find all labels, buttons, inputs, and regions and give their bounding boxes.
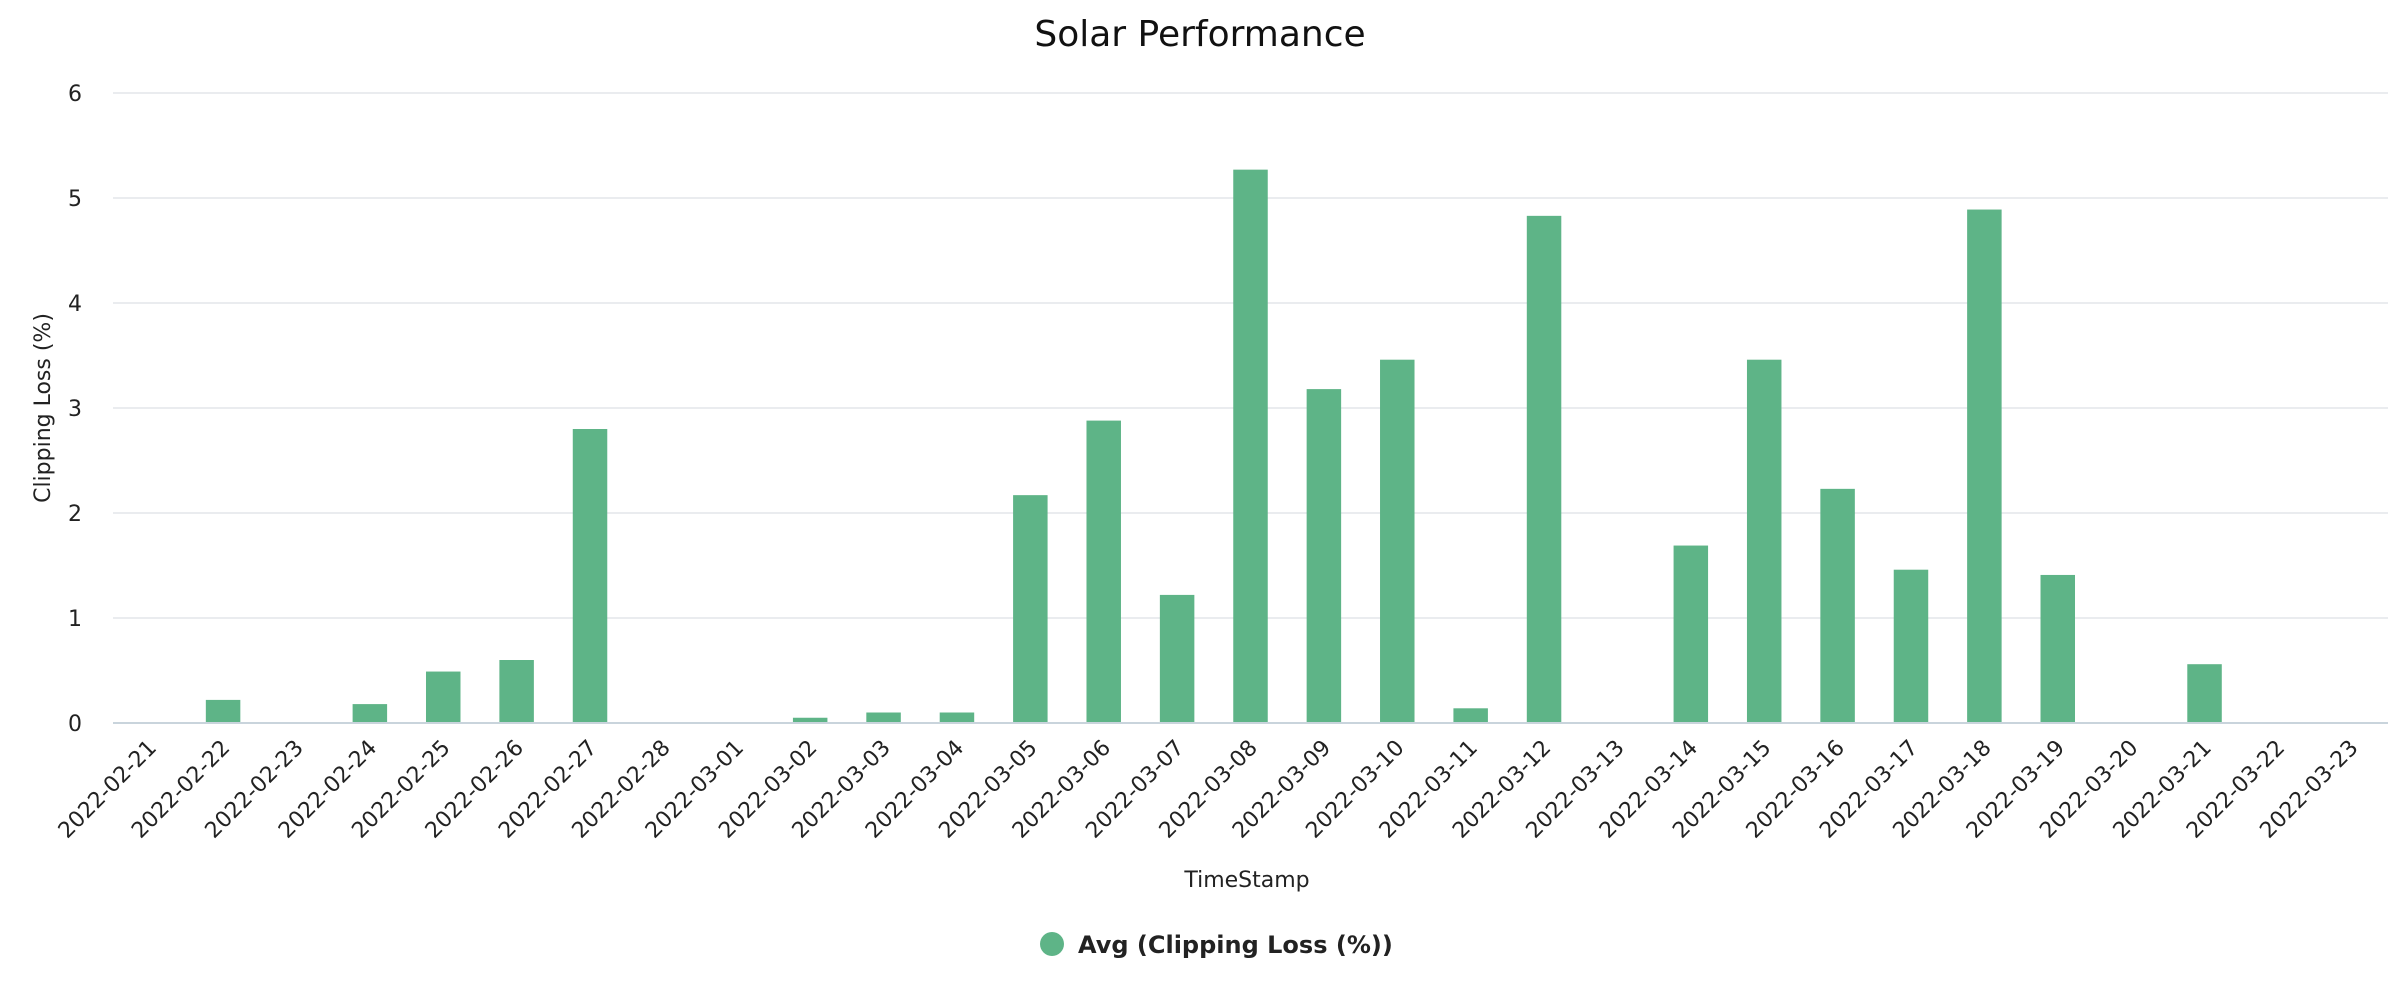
bar-2022-03-02[interactable] — [792, 717, 828, 723]
y-tick-label: 0 — [68, 712, 82, 737]
bar-2022-02-27[interactable] — [572, 429, 608, 723]
bar-2022-03-16[interactable] — [1820, 488, 1855, 723]
bar-2022-02-22[interactable] — [205, 699, 241, 723]
x-axis-label: TimeStamp — [1183, 868, 1309, 893]
bar-2022-03-11[interactable] — [1453, 708, 1488, 723]
bar-2022-03-05[interactable] — [1013, 495, 1048, 723]
bar-2022-03-14[interactable] — [1673, 545, 1709, 723]
bar-2022-03-09[interactable] — [1306, 389, 1342, 723]
bar-2022-03-10[interactable] — [1380, 359, 1415, 723]
y-tick-label: 4 — [68, 292, 82, 317]
y-tick-label: 6 — [68, 82, 82, 107]
bar-2022-03-18[interactable] — [1967, 209, 2002, 724]
bar-2022-03-21[interactable] — [2187, 664, 2222, 723]
y-tick-label: 3 — [68, 397, 82, 422]
bar-2022-02-25[interactable] — [425, 671, 461, 723]
bar-2022-03-03[interactable] — [866, 712, 901, 724]
chart-title: Solar Performance — [1034, 14, 1365, 55]
y-tick-label: 1 — [68, 607, 82, 632]
bar-2022-03-04[interactable] — [939, 712, 975, 724]
bar-2022-03-19[interactable] — [2040, 574, 2076, 723]
legend-marker — [1040, 932, 1064, 956]
bar-2022-03-06[interactable] — [1086, 420, 1121, 723]
legend[interactable]: Avg (Clipping Loss (%)) — [1040, 931, 1393, 959]
bar-2022-03-07[interactable] — [1159, 594, 1195, 723]
bar-2022-03-08[interactable] — [1233, 169, 1268, 723]
bar-2022-03-17[interactable] — [1893, 569, 1929, 723]
bar-2022-03-12[interactable] — [1526, 215, 1562, 723]
bar-2022-03-15[interactable] — [1746, 359, 1782, 723]
bar-2022-02-26[interactable] — [499, 660, 534, 723]
y-axis-label: Clipping Loss (%) — [31, 313, 56, 503]
bar-2022-02-24[interactable] — [352, 704, 388, 723]
bars — [205, 169, 2222, 724]
x-axis-ticks: 2022-02-212022-02-222022-02-232022-02-24… — [54, 736, 2364, 844]
y-tick-label: 5 — [68, 187, 82, 212]
legend-label: Avg (Clipping Loss (%)) — [1078, 931, 1393, 959]
y-axis-ticks: 0 1 2 3 4 5 6 — [68, 82, 82, 737]
y-tick-label: 2 — [68, 502, 82, 527]
